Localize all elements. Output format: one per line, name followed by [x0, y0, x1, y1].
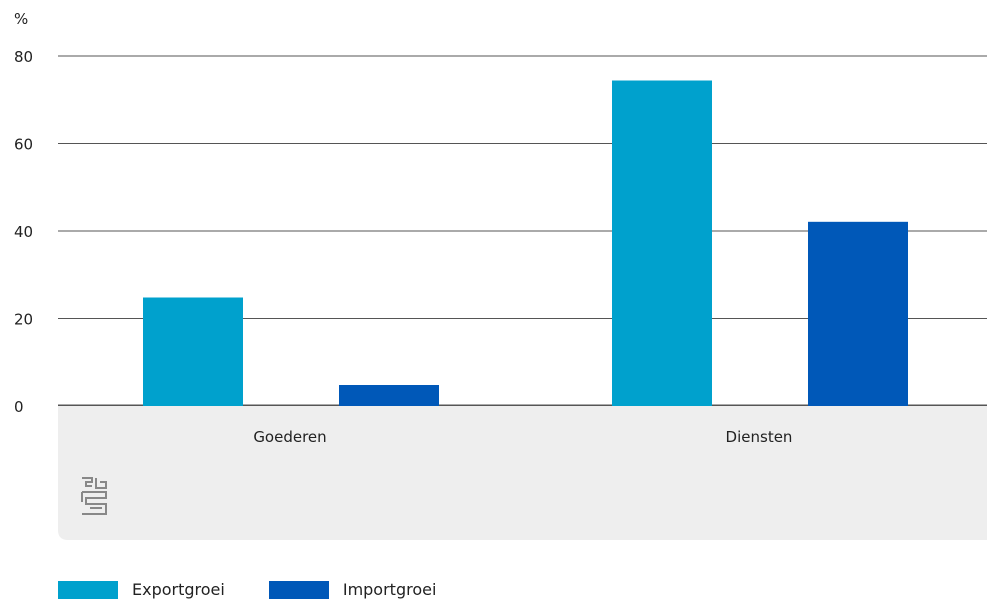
y-tick-label: 20: [14, 311, 33, 329]
y-tick-label: 40: [14, 223, 33, 241]
x-category-label: Diensten: [726, 428, 793, 446]
legend: Exportgroei Importgroei: [58, 580, 480, 599]
bar-exportgroei-goederen: [143, 297, 243, 406]
cbs-logo-icon: [81, 477, 107, 515]
bars: [143, 80, 908, 406]
legend-item-export: Exportgroei: [58, 580, 225, 599]
y-tick-labels: 0 20 40 60 80: [14, 48, 33, 416]
bar-importgroei-goederen: [339, 385, 439, 406]
bar-exportgroei-diensten: [612, 80, 712, 406]
y-tick-label: 0: [14, 398, 24, 416]
category-band: [58, 406, 987, 540]
legend-label-import: Importgroei: [342, 580, 437, 599]
legend-item-import: Importgroei: [268, 580, 437, 599]
y-unit-label: %: [14, 10, 28, 28]
legend-swatch-import: [268, 580, 329, 599]
y-tick-label: 80: [14, 48, 33, 66]
legend-swatch-export: [58, 580, 118, 599]
x-category-label: Goederen: [253, 428, 326, 446]
category-band-bg: [58, 406, 987, 540]
y-tick-label: 60: [14, 136, 33, 154]
x-category-labels: Goederen Diensten: [253, 428, 792, 446]
bar-importgroei-diensten: [808, 221, 908, 406]
legend-label-export: Exportgroei: [132, 580, 225, 599]
